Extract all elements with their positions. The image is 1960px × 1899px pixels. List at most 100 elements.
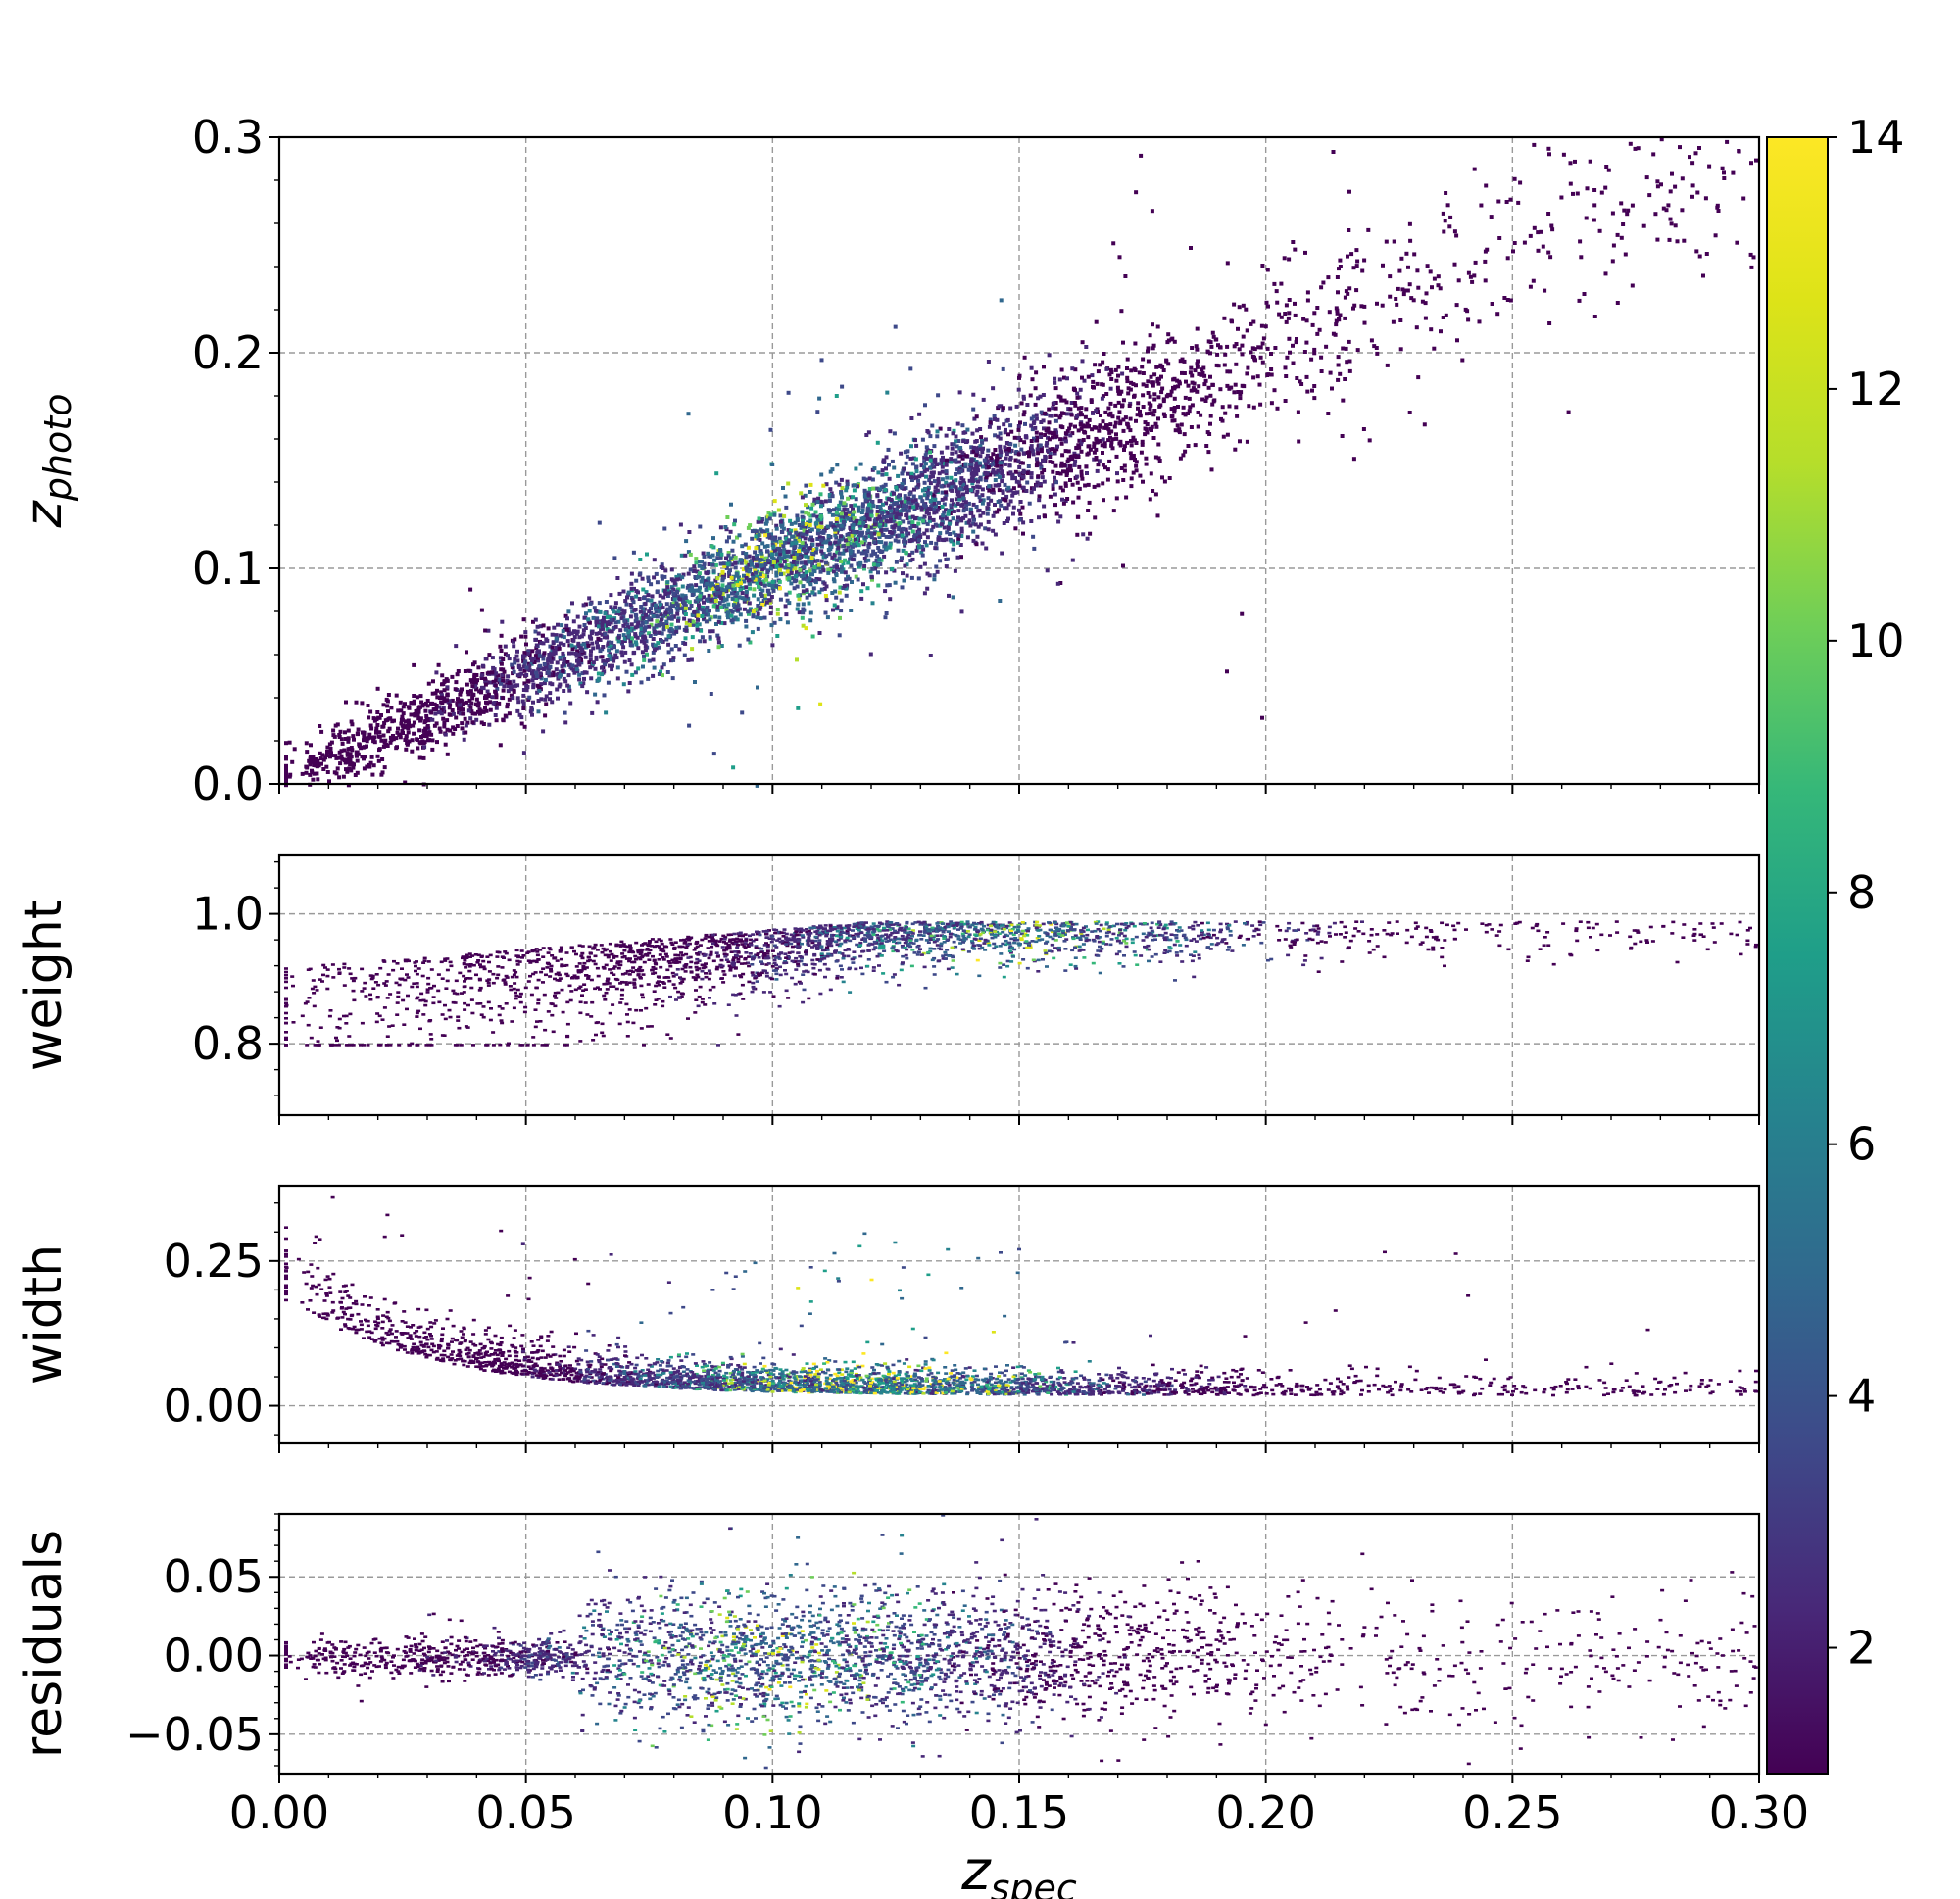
density-cell [639, 632, 643, 637]
density-cell [838, 585, 843, 590]
density-cell [979, 435, 984, 440]
density-cell [1444, 313, 1448, 317]
density-cell [993, 503, 997, 507]
density-cell [535, 656, 540, 660]
density-cell [903, 450, 907, 455]
density-cell [1222, 363, 1227, 367]
density-cell [826, 567, 831, 572]
density-cell [1348, 189, 1351, 194]
density-cell [832, 564, 837, 569]
density-cell [505, 702, 510, 706]
density-cell [1336, 355, 1341, 360]
density-cell [1077, 395, 1082, 400]
density-cell [733, 600, 738, 605]
density-cell [509, 693, 514, 698]
density-cell [1059, 367, 1064, 372]
density-cell [1416, 375, 1421, 380]
density-cell [1668, 189, 1673, 194]
density-cell [610, 629, 614, 634]
density-cell [1216, 343, 1220, 348]
density-cell [834, 595, 839, 600]
density-cell [1549, 223, 1554, 228]
density-cell [467, 703, 472, 707]
density-cell [844, 548, 849, 553]
density-cell [1027, 454, 1031, 459]
density-cell [590, 641, 595, 646]
density-cell [765, 530, 770, 535]
density-cell [455, 701, 460, 706]
density-cell [1194, 344, 1199, 349]
density-cell [460, 726, 465, 731]
density-cell [1754, 158, 1758, 163]
density-cell [521, 654, 525, 658]
density-cell [694, 557, 699, 561]
density-cell [1354, 248, 1359, 253]
density-cell [1116, 415, 1121, 420]
density-cell [722, 588, 727, 593]
density-cell [907, 539, 912, 544]
density-cell [792, 555, 797, 560]
density-cell [841, 551, 846, 556]
density-cell [1438, 286, 1443, 291]
density-cell [1550, 227, 1555, 232]
density-cell [1337, 316, 1341, 321]
density-cell [391, 737, 396, 742]
density-cell [749, 562, 754, 567]
density-cell [872, 540, 877, 545]
density-cell [688, 552, 693, 557]
density-cell [830, 512, 835, 517]
density-cell [1100, 396, 1104, 401]
density-cell [430, 691, 435, 696]
density-cell [982, 458, 987, 463]
density-cell [932, 479, 937, 484]
density-cell [751, 609, 756, 614]
density-cell [1059, 463, 1064, 468]
density-cell [1184, 379, 1188, 384]
density-cell [1107, 372, 1112, 377]
density-cell [1155, 379, 1160, 384]
density-cell [735, 573, 739, 578]
density-cell [405, 724, 410, 728]
density-cell [1446, 203, 1450, 208]
density-cell [876, 583, 881, 588]
density-cell [750, 529, 755, 534]
density-cell [713, 578, 718, 583]
density-cell [400, 729, 405, 733]
density-cell [1193, 368, 1198, 373]
density-cell [284, 763, 288, 768]
density-cell [536, 658, 540, 663]
density-cell [933, 485, 938, 490]
density-cell [906, 531, 911, 536]
density-cell [949, 457, 954, 462]
density-cell [867, 497, 872, 502]
density-cell [677, 573, 681, 578]
density-cell [928, 458, 933, 463]
density-cell [768, 566, 773, 571]
density-cell [586, 617, 591, 622]
density-cell [755, 580, 760, 585]
density-cell [1170, 418, 1175, 423]
density-cell [851, 495, 856, 500]
density-cell [709, 598, 713, 603]
density-cell [693, 599, 698, 604]
density-cell [1532, 225, 1537, 230]
density-cell [870, 477, 875, 482]
density-cell [1603, 185, 1608, 190]
density-cell [318, 751, 322, 755]
density-cell [1080, 413, 1084, 417]
density-cell [1151, 489, 1155, 493]
density-cell [496, 673, 501, 678]
density-cell [645, 652, 649, 657]
density-cell [823, 594, 828, 598]
density-cell [708, 635, 712, 640]
density-cell [876, 516, 880, 521]
density-cell [423, 701, 428, 706]
density-cell [1122, 463, 1127, 468]
density-cell [519, 634, 524, 639]
density-cell [1070, 558, 1075, 562]
density-cell [794, 540, 799, 545]
density-cell [724, 597, 729, 602]
density-cell [1725, 139, 1730, 144]
density-cell [710, 544, 714, 549]
density-cell [1178, 456, 1183, 461]
